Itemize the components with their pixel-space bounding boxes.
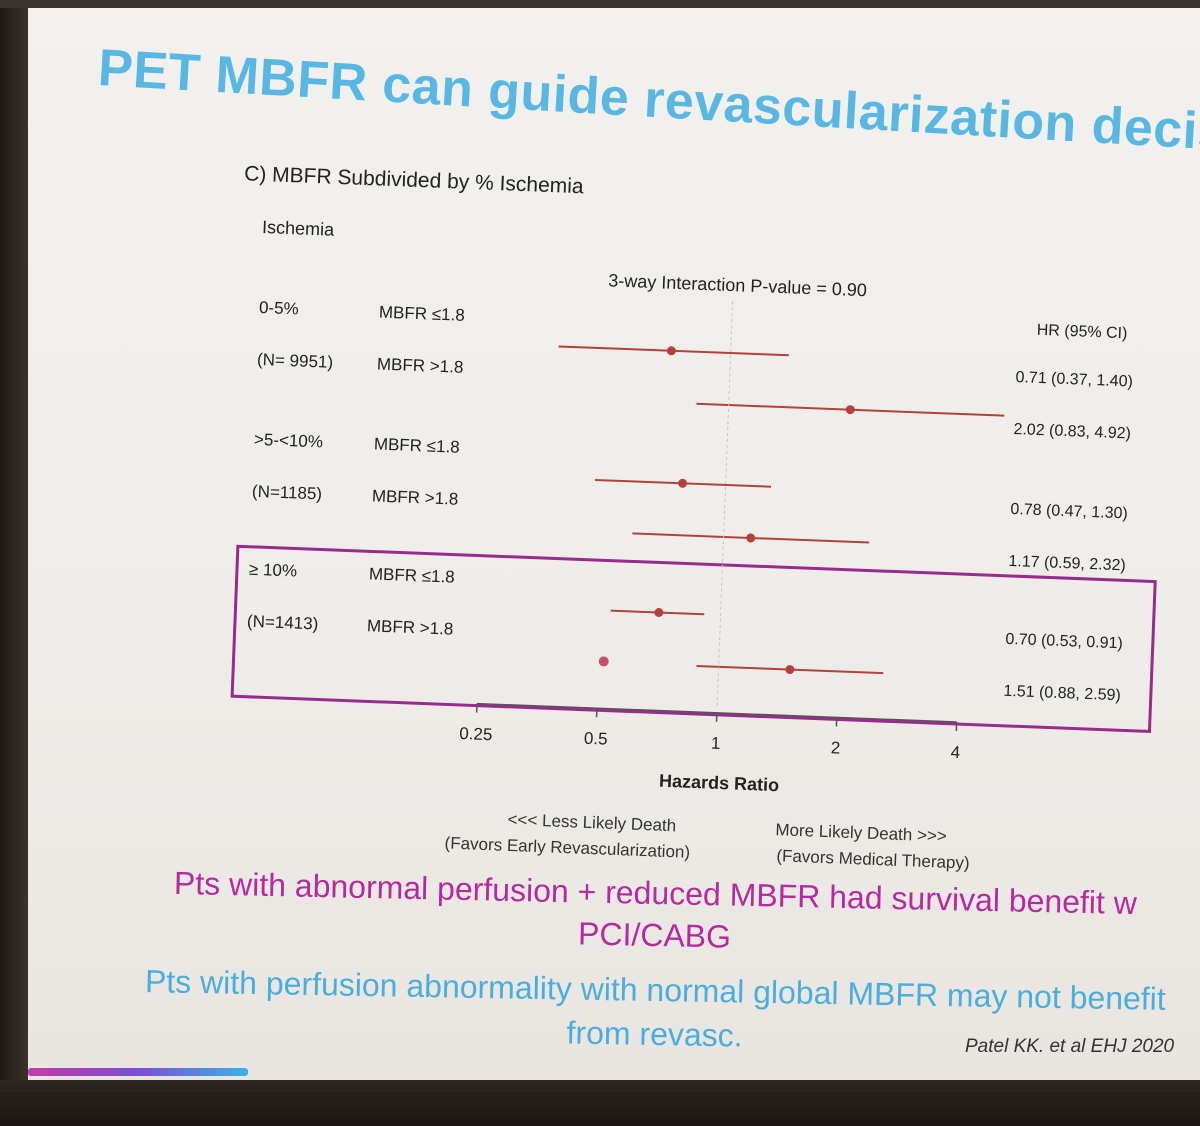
hr-ci-value: 1.51 (0.88, 2.59) [1003,683,1121,704]
x-tick-label: 0.25 [459,724,493,744]
point-estimate [746,533,756,543]
right-note-line2: (Favors Medical Therapy) [776,846,970,872]
group-n: (N=1185) [252,482,323,504]
x-tick-label: 0.5 [584,729,608,749]
hr-ci-value: 0.78 (0.47, 1.30) [1010,501,1128,522]
group-label: ≥ 10% [249,560,298,581]
subgroup-label: MBFR >1.8 [377,355,464,377]
group-n: (N= 9951) [257,350,334,372]
hr-ci-value: 0.70 (0.53, 0.91) [1005,631,1123,652]
group-label: >5-<10% [254,430,324,452]
group-label: 0-5% [259,298,299,319]
left-note-line1: <<< Less Likely Death [507,810,676,835]
right-note-line1: More Likely Death >>> [775,820,947,846]
subgroup-label: MBFR >1.8 [372,486,459,508]
left-edge-shadow [0,0,28,1126]
bottom-frame [0,1080,1200,1126]
subgroup-label: MBFR ≤1.8 [379,303,466,325]
group-header: Ischemia [262,217,336,240]
interaction-p-value: 3-way Interaction P-value = 0.90 [608,270,867,300]
forest-rows: 0-5% (N= 9951) MBFR ≤1.8 0.71 (0.37, 1.40) M… [230,298,1157,733]
point-estimate [666,346,676,356]
subgroup-label: MBFR ≤1.8 [374,434,461,456]
top-edge-shadow [0,0,1200,8]
x-tick-label: 4 [950,743,960,762]
citation: Patel KK. et al EHJ 2020 [965,1036,1175,1057]
point-estimate [845,405,855,415]
hr-ci-value: 2.02 (0.83, 4.92) [1013,421,1131,442]
subgroup-label: MBFR >1.8 [367,616,454,638]
point-estimate [785,665,795,675]
hr-header: HR (95% CI) [1036,322,1127,342]
hr-ci-value: 1.17 (0.59, 2.32) [1008,553,1126,574]
left-note-line2: (Favors Early Revascularization) [444,833,690,861]
point-estimate [678,478,688,488]
hr-ci-value: 0.71 (0.37, 1.40) [1015,369,1133,390]
x-tick-label: 1 [711,734,721,753]
laser-pointer-dot [598,656,609,667]
subgroup-label: MBFR ≤1.8 [369,564,456,586]
slide-accent-bar [28,1068,248,1076]
panel-title: C) MBFR Subdivided by % Ischemia [244,162,585,198]
group-n: (N=1413) [247,612,319,634]
highlight-box [230,544,1157,733]
point-estimate [654,608,664,618]
x-axis-label: Hazards Ratio [659,771,780,796]
x-tick-label: 2 [830,738,840,757]
x-axis: 0.25 0.5 1 2 4 [459,702,961,762]
reference-line [716,301,734,709]
